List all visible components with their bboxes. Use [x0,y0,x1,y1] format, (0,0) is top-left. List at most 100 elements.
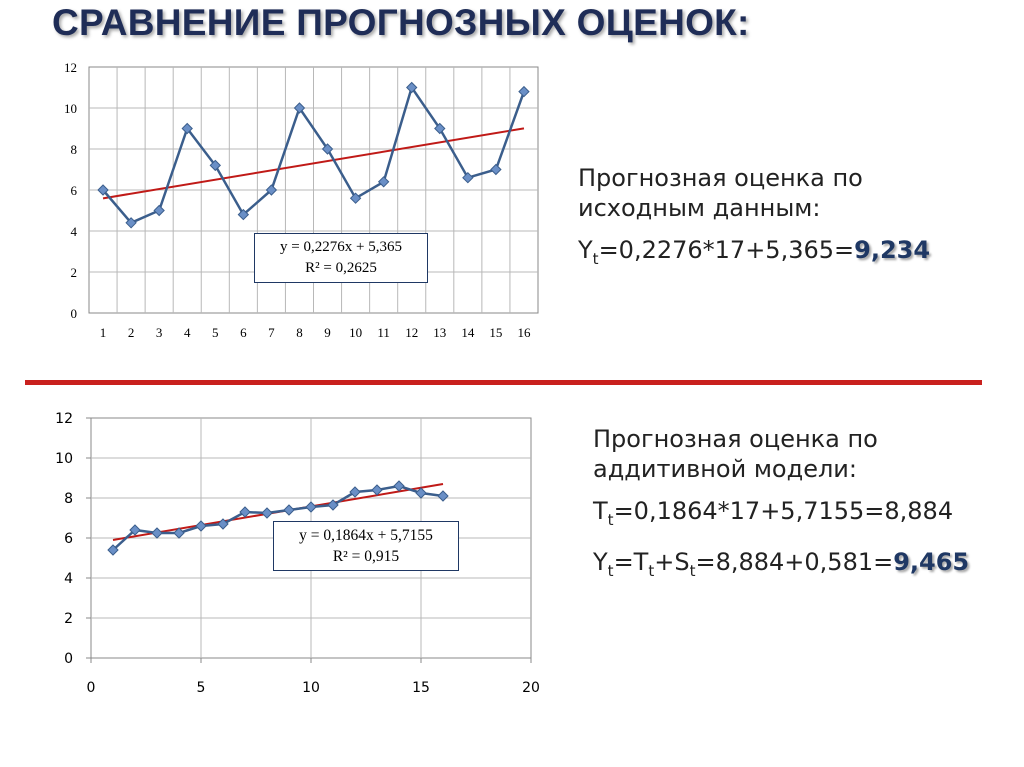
x-tick-label: 2 [128,325,135,340]
data-point [321,143,334,155]
x-tick-label: 4 [184,325,191,340]
formula-expression: =8,884+0,581= [695,547,894,576]
data-point [181,122,193,135]
forecast-original-result: 9,234 [854,236,931,264]
data-point [195,520,207,532]
x-tick-label: 13 [433,325,446,340]
trendline-equation: y = 0,1864x + 5,7155 [299,527,433,544]
x-tick-label: 10 [302,680,320,696]
x-tick-label: 20 [522,680,540,696]
formula-subscript: t [607,561,614,580]
formula-symbol: Y [578,236,593,264]
data-point [151,527,163,539]
data-point [349,486,361,498]
data-point [377,176,390,188]
data-point [490,163,502,176]
y-tick-label: 2 [71,265,78,280]
series-line [102,84,526,225]
trend-formula: Tt=0,1864*17+5,7155=8,884 [593,496,1013,535]
data-point [327,499,339,511]
formula-subscript: t [607,510,614,529]
y-tick-label: 0 [64,651,73,667]
x-tick-label: 16 [517,325,531,340]
forecast-additive-result: 9,465 [893,547,970,576]
y-tick-label: 4 [71,224,78,239]
slide-title: СРАВНЕНИЕ ПРОГНОЗНЫХ ОЦЕНОК: [52,2,750,43]
x-tick-label: 10 [349,325,362,340]
y-tick-label: 10 [64,101,77,116]
data-point [107,544,119,556]
forecast-additive-line1: Прогнозная оценка по [593,425,878,453]
series-line [112,484,444,551]
formula-subscript: t [689,561,696,580]
data-point [349,192,362,204]
x-tick-label: 5 [212,325,219,340]
data-point [265,184,278,196]
data-point [283,504,295,516]
data-point [305,501,317,513]
data-point [393,480,405,492]
formula-symbol: Y [593,547,608,576]
x-tick-label: 8 [296,325,303,340]
formula-subscript: t [648,561,655,580]
data-point [415,487,427,499]
forecast-additive-formula: Yt=Tt+St=8,884+0,581=9,465 [593,547,1013,586]
formula-expression: =0,1864*17+5,7155=8,884 [613,497,954,525]
y-tick-label: 8 [64,491,73,507]
forecast-original-formula: Yt=0,2276*17+5,365=9,234 [578,235,998,274]
x-tick-label: 1 [100,325,107,340]
x-tick-label: 0 [87,680,96,696]
y-tick-label: 12 [64,60,77,75]
x-tick-label: 12 [405,325,418,340]
x-tick-label: 5 [197,680,206,696]
data-point [437,490,449,502]
y-tick-label: 6 [71,183,78,198]
y-tick-label: 12 [55,411,73,427]
formula-part: =T [613,547,649,576]
section-divider [25,380,982,385]
x-tick-label: 3 [156,325,163,340]
data-point [239,506,251,518]
x-tick-label: 15 [489,325,502,340]
y-tick-label: 0 [71,306,78,321]
data-point [153,204,165,217]
forecast-additive-line2: аддитивной модели: [593,455,857,483]
formula-part: +S [654,547,690,576]
data-point [434,122,446,135]
formula-subscript: t [592,249,599,268]
data-point [237,208,250,221]
data-point [371,484,383,496]
x-tick-label: 15 [412,680,430,696]
data-point [209,159,221,172]
y-tick-label: 8 [71,142,78,157]
data-point [518,85,530,98]
r-squared: R² = 0,915 [332,548,400,565]
r-squared: R² = 0,2625 [305,260,377,276]
y-tick-label: 2 [64,611,73,627]
data-point [125,217,137,229]
trendline-equation: y = 0,2276x + 5,365 [280,239,402,255]
x-tick-label: 11 [377,325,390,340]
y-tick-label: 6 [64,531,73,547]
x-tick-label: 9 [324,325,331,340]
trendline-equation-box-top: y = 0,2276x + 5,365 R² = 0,2625 [254,233,428,283]
formula-expression: =0,2276*17+5,365= [598,236,855,264]
x-tick-label: 14 [461,325,475,340]
data-point [406,81,418,94]
forecast-original-line1: Прогнозная оценка по [578,164,863,192]
data-point [97,184,109,196]
forecast-additive-block: Прогнозная оценка по аддитивной модели: … [593,424,1013,586]
y-tick-label: 10 [55,451,73,467]
trendline-equation-box-bottom: y = 0,1864x + 5,7155 R² = 0,915 [273,521,459,571]
x-tick-label: 7 [268,325,275,340]
data-point [173,527,185,539]
data-point [217,518,229,530]
data-point [261,507,273,519]
trendline [102,127,525,200]
data-point [129,524,141,536]
forecast-original-line2: исходным данным: [578,194,821,222]
data-point [293,102,306,114]
data-point [462,171,474,184]
formula-symbol: T [593,497,608,525]
